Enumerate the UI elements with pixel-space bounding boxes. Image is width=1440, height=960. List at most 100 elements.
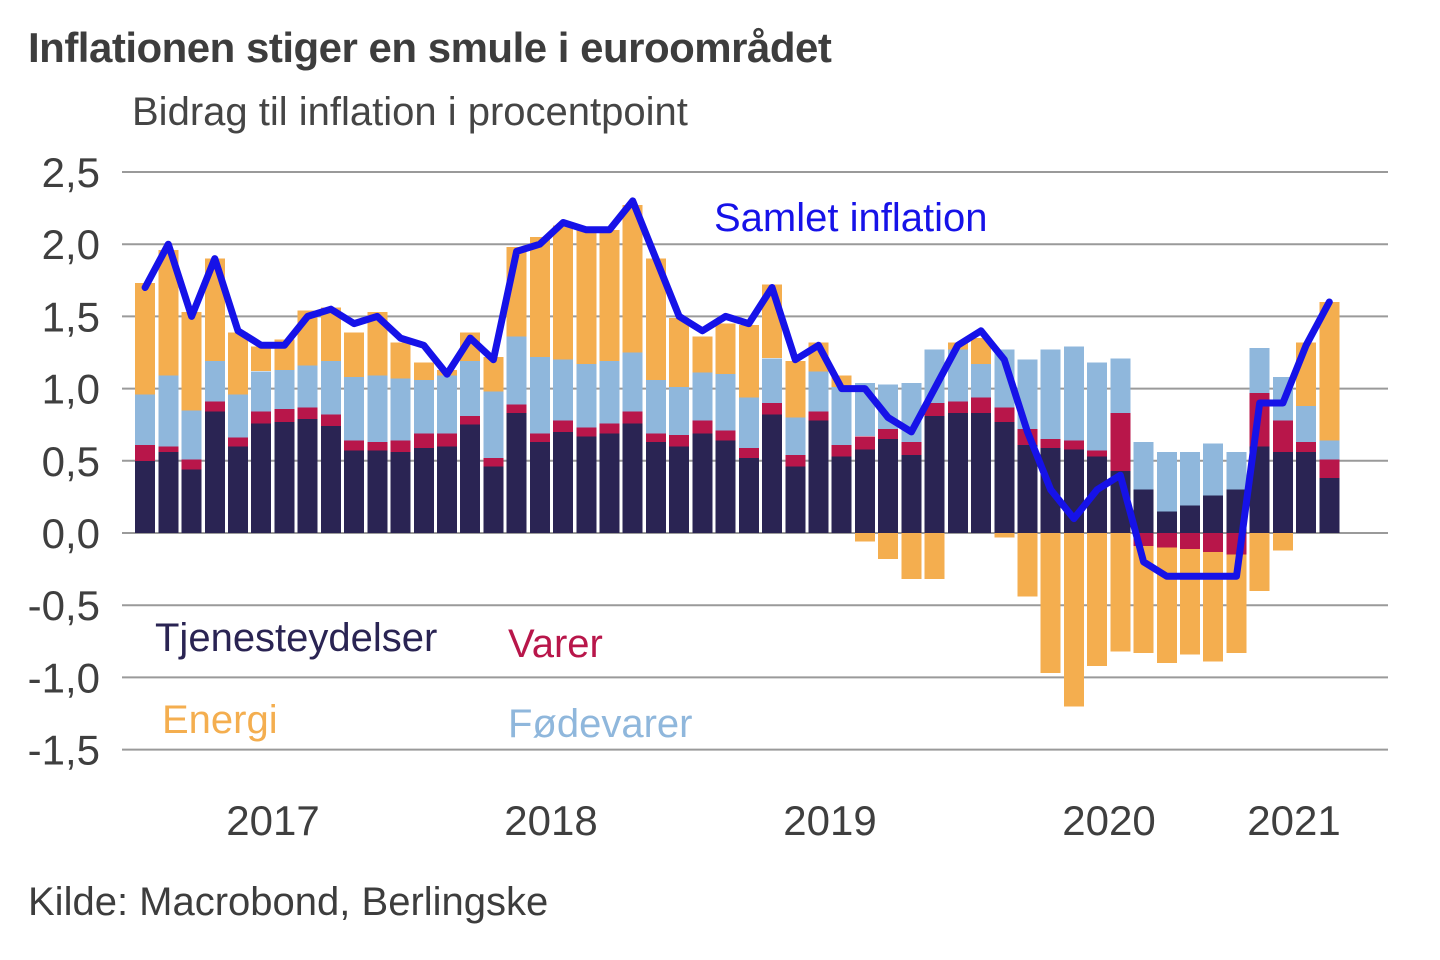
bar-segment-services	[1296, 452, 1317, 533]
bar-segment-energy	[251, 346, 272, 372]
bar-segment-energy	[529, 237, 550, 357]
legend-item-services: Tjenesteydelser	[155, 616, 438, 660]
bar-segment-goods	[1319, 459, 1340, 479]
bar-segment-food	[738, 397, 759, 448]
bar-segment-goods	[645, 433, 666, 443]
bar-segment-services	[367, 450, 388, 533]
x-year-label: 2017	[226, 797, 319, 844]
bar-segment-food	[971, 364, 991, 398]
bar-segment-food	[808, 371, 829, 412]
bar-segment-energy	[692, 336, 713, 373]
bar-segment-services	[785, 466, 806, 533]
bar-segment-services	[483, 466, 504, 533]
bar-segment-energy	[1319, 302, 1340, 441]
bar-segment-goods	[901, 442, 922, 455]
bar-segment-energy	[344, 332, 365, 378]
bar-segment-food	[553, 359, 574, 421]
bar-segment-food	[1133, 442, 1154, 490]
bar-segment-energy	[669, 317, 690, 388]
bar-segment-food	[785, 417, 806, 455]
bar-segment-goods	[251, 411, 272, 424]
bar-segment-services	[506, 413, 527, 533]
bar-segment-energy	[1133, 546, 1154, 653]
bar-segment-food	[204, 361, 225, 402]
bar-segment-energy	[1087, 533, 1108, 666]
bar-segment-services	[413, 447, 434, 533]
bar-segment-services	[738, 457, 759, 533]
bar-segment-services	[576, 436, 597, 533]
bar-segment-services	[692, 433, 713, 533]
bar-segment-food	[1226, 452, 1247, 490]
bar-segment-food	[367, 375, 388, 442]
bar-segment-goods	[367, 442, 388, 451]
bar-segment-food	[413, 379, 434, 434]
bar-segment-goods	[1296, 442, 1317, 453]
y-tick-label: 2,0	[42, 221, 100, 268]
bar-segment-goods	[947, 401, 968, 414]
bar-segment-food	[1087, 362, 1108, 451]
bar-segment-food	[715, 374, 736, 431]
bar-segment-goods	[738, 447, 759, 458]
bar-segment-goods	[297, 407, 318, 419]
bar-segment-goods	[204, 401, 225, 412]
bar-segment-energy	[228, 332, 248, 395]
chart-subtitle: Bidrag til inflation i procentpoint	[132, 90, 688, 134]
bar-segment-food	[251, 371, 272, 412]
bar-segment-energy	[553, 225, 574, 360]
bar-segment-energy	[715, 323, 736, 375]
bar-segment-goods	[692, 420, 713, 434]
page-title: Inflationen stiger en smule i euroområde…	[28, 24, 832, 71]
bar-segment-services	[181, 469, 202, 533]
bar-segment-food	[645, 379, 666, 434]
bar-segment-services	[971, 413, 991, 533]
bar-segment-food	[228, 394, 248, 438]
bar-segment-goods	[1203, 533, 1224, 552]
bar-segment-services	[460, 424, 481, 533]
x-year-label: 2020	[1062, 797, 1155, 844]
bar-segment-food	[669, 387, 690, 435]
bar-segment-energy	[622, 205, 643, 353]
bar-segment-services	[251, 423, 272, 533]
bar-segment-energy	[924, 533, 945, 580]
bar-segment-energy	[1272, 533, 1293, 551]
bar-segment-services	[854, 449, 875, 533]
bar-segment-goods	[413, 433, 434, 448]
bar-segment-energy	[854, 533, 875, 542]
bar-segment-energy	[785, 361, 806, 418]
bar-segment-services	[135, 460, 156, 533]
bar-segment-goods	[320, 414, 341, 427]
bar-segment-services	[878, 439, 899, 533]
bar-segment-energy	[483, 356, 504, 392]
bar-segment-services	[390, 452, 411, 533]
legend-item-energy: Energi	[162, 698, 278, 742]
y-tick-label: -1,5	[28, 727, 100, 774]
bar-segment-food	[1063, 346, 1084, 441]
bar-segment-goods	[181, 459, 202, 470]
bar-segment-services	[994, 421, 1015, 533]
bar-segment-energy	[1249, 533, 1270, 591]
bar-segment-food	[1110, 358, 1131, 414]
bar-segment-food	[622, 352, 643, 412]
bar-segment-services	[320, 426, 341, 533]
bar-segment-energy	[367, 312, 388, 376]
bar-segment-services	[1272, 452, 1293, 533]
bar-segment-services	[947, 413, 968, 533]
bar-segment-services	[762, 414, 782, 533]
y-tick-label: 0,0	[42, 510, 100, 557]
bar-segment-goods	[971, 397, 991, 414]
legend-item-food: Fødevarer	[508, 702, 693, 746]
bar-segment-food	[831, 387, 852, 445]
y-tick-label: -0,5	[28, 582, 100, 629]
bar-segment-energy	[1156, 547, 1177, 663]
bar-segment-services	[622, 423, 643, 533]
bar-segment-goods	[831, 444, 852, 457]
source-note: Kilde: Macrobond, Berlingske	[28, 880, 549, 924]
bar-segment-goods	[529, 433, 550, 443]
bar-segment-goods	[437, 433, 457, 447]
bar-segment-energy	[390, 342, 411, 379]
bar-segment-food	[1319, 440, 1340, 460]
bar-segment-services	[901, 455, 922, 533]
bar-segment-food	[135, 394, 156, 445]
bar-segment-services	[808, 420, 829, 533]
